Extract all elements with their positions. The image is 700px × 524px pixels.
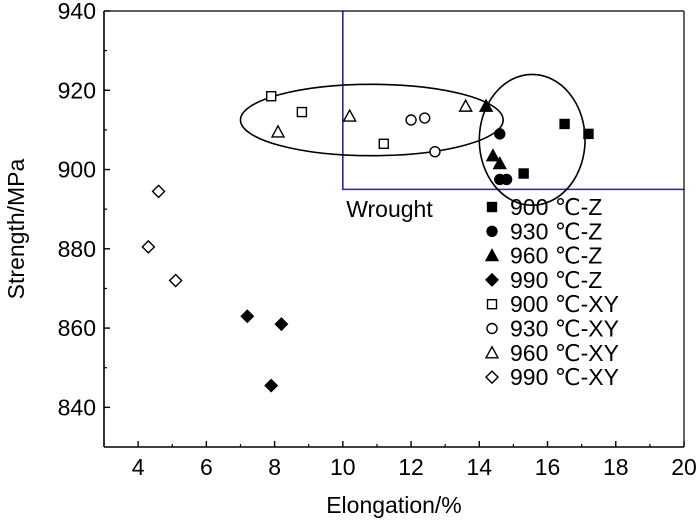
legend-label: 930 ℃-Z <box>510 218 602 244</box>
z-cluster-ellipse <box>478 73 586 207</box>
legend-label: 990 ℃-XY <box>510 364 619 390</box>
x-tick-label: 12 <box>398 454 424 480</box>
y-tick-label: 900 <box>58 157 96 183</box>
legend-marker <box>485 272 499 287</box>
data-point <box>485 148 501 162</box>
y-tick-label: 860 <box>58 315 96 341</box>
x-tick-label: 18 <box>603 454 629 480</box>
data-point <box>494 128 506 140</box>
y-tick-label: 920 <box>58 77 96 103</box>
legend-marker <box>486 299 498 310</box>
data-point <box>270 124 286 138</box>
x-tick-label: 14 <box>466 454 492 480</box>
data-point <box>274 317 289 332</box>
x-tick-label: 20 <box>671 454 697 480</box>
data-point <box>492 156 507 170</box>
x-tick-label: 6 <box>200 454 213 480</box>
data-point <box>405 114 417 126</box>
x-tick-label: 4 <box>132 454 145 480</box>
data-point <box>264 378 279 393</box>
y-axis-title: Strength/MPa <box>3 158 29 299</box>
x-tick-label: 16 <box>535 454 561 480</box>
y-tick-label: 840 <box>58 394 96 420</box>
data-point <box>265 91 277 102</box>
legend-label: 900 ℃-XY <box>510 291 619 317</box>
data-point <box>296 106 308 118</box>
data-point <box>583 128 594 140</box>
data-point <box>518 168 529 179</box>
x-tick-label: 8 <box>268 454 281 480</box>
data-point <box>429 146 441 158</box>
legend-marker <box>486 225 498 238</box>
y-tick-label: 940 <box>58 0 96 24</box>
data-point <box>478 98 494 112</box>
data-point <box>141 239 156 254</box>
data-point <box>342 108 357 122</box>
legend-marker <box>486 322 498 335</box>
x-tick-label: 10 <box>330 454 356 480</box>
data-point <box>500 173 513 186</box>
data-point <box>419 112 431 124</box>
data-point <box>378 138 389 149</box>
legend-marker <box>484 345 500 359</box>
annotation-layer: Wrought <box>239 11 684 222</box>
legend-label: 930 ℃-XY <box>510 316 619 342</box>
legend-label: 960 ℃-Z <box>510 243 602 269</box>
y-tick-label: 880 <box>58 236 96 262</box>
data-point <box>240 309 255 324</box>
x-axis-title: Elongation/% <box>326 492 462 518</box>
xy-cluster-ellipse <box>239 83 504 157</box>
data-point <box>559 118 570 130</box>
wrought-region-box <box>342 11 684 191</box>
legend-label: 990 ℃-Z <box>510 267 602 293</box>
legend-label: 960 ℃-XY <box>510 340 619 366</box>
data-point <box>458 98 473 112</box>
legend-marker <box>485 370 499 385</box>
data-point <box>168 273 183 288</box>
axes-layer: 4 6 8 10 12 14 16 18 20 840 860 880 900 920 940 Elongat… <box>3 0 697 518</box>
data-points-layer <box>141 91 594 393</box>
data-point <box>151 184 166 199</box>
wrought-label: Wrought <box>346 196 433 222</box>
legend-marker <box>486 201 498 213</box>
legend-label: 900 ℃-Z <box>510 194 602 220</box>
legend-marker <box>484 248 500 262</box>
